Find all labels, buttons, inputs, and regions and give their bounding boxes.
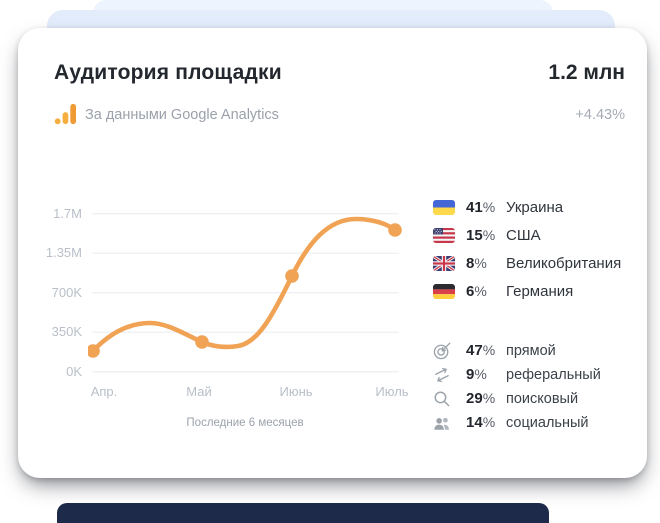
source-name: поисковый bbox=[506, 390, 579, 407]
source-row: 14% социальный bbox=[433, 413, 601, 432]
y-axis-tick: 350K bbox=[51, 324, 82, 339]
ukraine-flag-icon bbox=[433, 200, 455, 215]
country-percent: 8% bbox=[466, 255, 487, 272]
traffic-sources-list: 47% прямой 9% реферальный 29% поисковый bbox=[433, 341, 601, 437]
people-icon bbox=[433, 414, 455, 432]
country-percent: 15% bbox=[466, 227, 496, 244]
source-row: 29% поисковый bbox=[433, 389, 601, 408]
total-audience-value: 1.2 млн bbox=[548, 61, 625, 84]
source-percent: 29% bbox=[466, 390, 496, 407]
x-axis-label: Июль bbox=[375, 384, 409, 399]
country-percent: 41% bbox=[466, 199, 496, 216]
audience-analytics-card: Аудитория площадки 1.2 млн За данными Go… bbox=[18, 28, 647, 478]
country-row: 8% Великобритания bbox=[433, 253, 621, 274]
data-points bbox=[88, 223, 402, 358]
stacked-card-bottom bbox=[57, 503, 549, 523]
x-axis-label: Апр. bbox=[90, 384, 118, 399]
google-analytics-icon bbox=[54, 103, 76, 125]
source-row: 47% прямой bbox=[433, 341, 601, 360]
country-percent: 6% bbox=[466, 283, 487, 300]
source-percent: 9% bbox=[466, 366, 487, 383]
chart-gridlines bbox=[92, 212, 399, 373]
search-icon bbox=[433, 390, 455, 408]
target-icon bbox=[433, 342, 455, 360]
source-percent: 14% bbox=[466, 414, 496, 431]
card-title: Аудитория площадки bbox=[54, 61, 282, 84]
audience-line-chart bbox=[88, 212, 402, 373]
referral-icon bbox=[433, 366, 455, 384]
y-axis-tick: 1.7M bbox=[53, 206, 82, 221]
country-row: 15% США bbox=[433, 225, 621, 246]
data-source-label: За данными Google Analytics bbox=[85, 107, 279, 123]
line-series bbox=[90, 216, 398, 354]
source-name: социальный bbox=[506, 414, 589, 431]
germany-flag-icon bbox=[433, 284, 455, 299]
y-axis-tick: 700K bbox=[51, 285, 82, 300]
uk-flag-icon bbox=[433, 256, 455, 271]
source-name: реферальный bbox=[506, 366, 601, 383]
change-percent: +4.43% bbox=[575, 107, 625, 123]
x-axis-label: Июнь bbox=[279, 384, 313, 399]
country-name: США bbox=[506, 227, 541, 244]
usa-flag-icon bbox=[433, 228, 455, 243]
countries-list: 41% Украина 15 bbox=[433, 197, 621, 309]
source-percent: 47% bbox=[466, 342, 496, 359]
source-name: прямой bbox=[506, 342, 556, 359]
country-name: Великобритания bbox=[506, 255, 622, 272]
y-axis-tick: 0K bbox=[66, 364, 82, 379]
source-row: 9% реферальный bbox=[433, 365, 601, 384]
x-axis-label: Май bbox=[186, 384, 212, 399]
country-row: 41% Украина bbox=[433, 197, 621, 218]
country-name: Украина bbox=[506, 199, 564, 216]
country-name: Германия bbox=[506, 283, 574, 300]
chart-caption: Последние 6 месяцев bbox=[186, 417, 304, 429]
y-axis-tick: 1.35M bbox=[45, 245, 82, 260]
country-row: 6% Германия bbox=[433, 281, 621, 302]
